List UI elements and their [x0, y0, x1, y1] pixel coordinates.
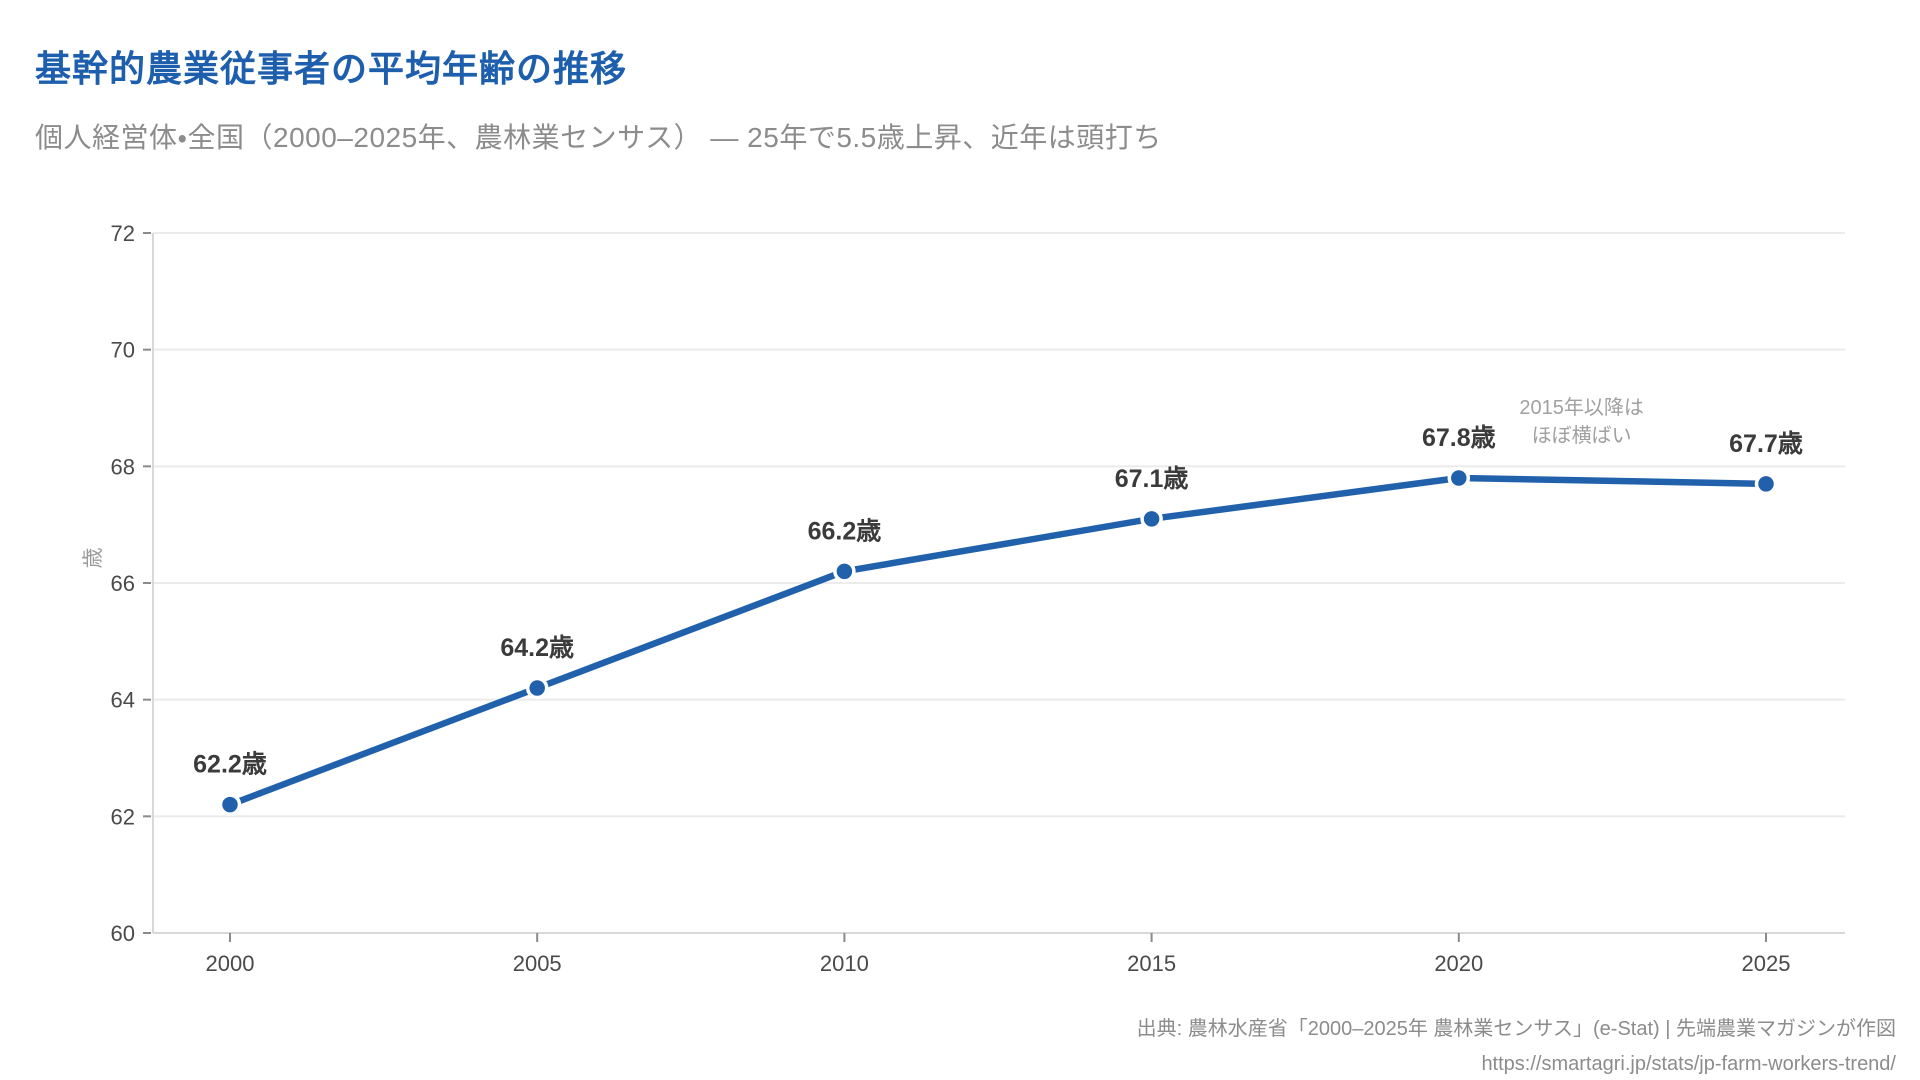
data-point — [833, 560, 856, 583]
y-tick-label: 72 — [111, 221, 135, 246]
y-tick-label: 64 — [111, 688, 135, 713]
annotation-text: 2015年以降は — [1519, 396, 1644, 419]
y-tick-label: 68 — [111, 454, 135, 479]
source-text: 出典: 農林水産省「2000–2025年 農林業センサス」(e-Stat) | … — [1136, 1018, 1896, 1040]
x-tick-label: 2010 — [820, 951, 869, 976]
data-point — [218, 793, 242, 816]
y-tick-label: 60 — [111, 921, 135, 946]
data-point — [1754, 472, 1778, 496]
data-point-label: 66.2歳 — [808, 517, 882, 545]
data-point — [525, 676, 549, 700]
source-attribution: 出典: 農林水産省「2000–2025年 農林業センサス」(e-Stat) | … — [1137, 1012, 1896, 1080]
y-tick-label: 62 — [111, 804, 135, 829]
x-tick-label: 2025 — [1742, 951, 1791, 976]
x-tick-label: 2020 — [1434, 951, 1483, 976]
trend-line — [226, 474, 1770, 808]
x-tick-label: 2000 — [206, 951, 255, 976]
x-tick-label: 2005 — [513, 951, 562, 976]
data-point-label: 62.2歳 — [193, 751, 267, 779]
x-tick-label: 2015 — [1127, 951, 1176, 976]
page-title: 基幹的農業従事者の平均年齢の推移 — [35, 48, 628, 89]
data-point — [1447, 466, 1471, 490]
data-point-label: 67.7歳 — [1729, 430, 1803, 458]
data-point — [1140, 507, 1163, 531]
data-point-label: 67.8歳 — [1422, 424, 1496, 452]
data-point-label: 64.2歳 — [500, 634, 574, 662]
y-tick-label: 70 — [111, 338, 135, 363]
y-axis-title: 歳 — [82, 548, 105, 569]
source-url: https://smartagri.jp/stats/jp-farm-worke… — [1481, 1053, 1896, 1075]
data-point-label: 67.1歳 — [1115, 465, 1189, 493]
y-tick-label: 66 — [111, 571, 135, 596]
chart-subtitle: 個人経営体・全国（2000–2025年、農林業センサス） — 25年で5.5歳上… — [35, 122, 1162, 153]
annotation-text: ほぼ横ばい — [1532, 424, 1632, 447]
